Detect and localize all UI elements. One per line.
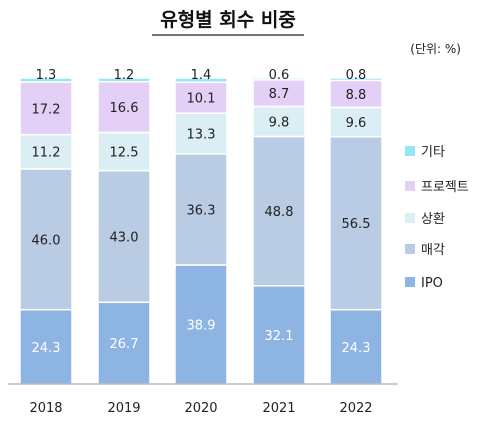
x-tick-label: 2021 xyxy=(262,401,295,416)
bar-segment xyxy=(252,79,306,108)
data-label: 38.9 xyxy=(187,318,216,333)
bar-segment xyxy=(19,81,73,136)
bar-segment xyxy=(329,79,383,109)
bar-segment xyxy=(174,264,228,385)
data-label: 1.3 xyxy=(36,68,57,83)
data-label: 24.3 xyxy=(342,341,371,356)
bar-segment xyxy=(174,81,228,114)
chart-title: 유형별 회수 비중 xyxy=(160,9,296,31)
legend-label: 매각 xyxy=(421,243,445,258)
data-label: 0.8 xyxy=(346,68,367,83)
data-label: 1.2 xyxy=(114,68,135,83)
x-axis-ticks: 2018 2019 2020 2021 2022 xyxy=(29,401,372,416)
data-label: 24.3 xyxy=(32,341,61,356)
bar-segment xyxy=(174,77,228,84)
legend-swatch xyxy=(405,181,415,191)
data-label: 12.5 xyxy=(110,146,139,161)
data-label: 17.2 xyxy=(32,102,61,117)
legend-label: 상환 xyxy=(421,212,445,227)
data-label: 32.1 xyxy=(265,329,294,344)
data-label: 9.8 xyxy=(269,115,290,130)
data-label: 43.0 xyxy=(110,231,139,246)
data-label: 48.8 xyxy=(265,205,294,220)
bar-segment xyxy=(174,153,228,266)
legend-label: 기타 xyxy=(421,145,445,160)
bar-segment xyxy=(329,106,383,138)
x-tick-label: 2019 xyxy=(107,401,140,416)
x-tick-label: 2022 xyxy=(339,401,372,416)
legend-swatch xyxy=(405,146,415,156)
bar-segment xyxy=(97,77,151,83)
legend-label: 프로젝트 xyxy=(421,180,469,195)
data-label: 11.2 xyxy=(32,146,61,161)
bar-segment xyxy=(97,301,151,385)
x-tick-label: 2020 xyxy=(184,401,217,416)
bar-segment xyxy=(329,308,383,385)
bar-segment xyxy=(252,77,306,81)
data-label: 8.8 xyxy=(346,88,367,103)
bar-segment xyxy=(97,131,151,172)
bar-segment xyxy=(97,169,151,304)
data-label: 8.7 xyxy=(269,87,290,102)
legend-swatch xyxy=(405,244,415,254)
bar-segment xyxy=(329,136,383,311)
bar-segment xyxy=(97,80,151,134)
bar-segment xyxy=(252,105,306,138)
data-label: 46.0 xyxy=(32,233,61,248)
bar-segment xyxy=(19,168,73,311)
data-label: 13.3 xyxy=(187,128,216,143)
x-tick-label: 2018 xyxy=(29,401,62,416)
data-label: 16.6 xyxy=(110,101,139,116)
legend-label: IPO xyxy=(421,276,443,291)
bar-segment xyxy=(252,135,306,287)
bar-segment xyxy=(252,285,306,385)
data-label: 56.5 xyxy=(342,217,371,232)
data-label: 9.6 xyxy=(346,116,367,131)
bar-segment xyxy=(329,77,383,82)
unit-label: (단위: %) xyxy=(410,42,461,56)
data-label: 0.6 xyxy=(269,68,290,83)
legend-swatch xyxy=(405,277,415,287)
data-label: 26.7 xyxy=(110,337,139,352)
data-label: 36.3 xyxy=(187,203,216,218)
bars-group: 24.3 46.0 11.2 17.2 1.3 26.7 43.0 12.5 16.6 1.2 38… xyxy=(19,68,383,385)
legend-swatch xyxy=(405,213,415,223)
bar-segment xyxy=(19,77,73,83)
data-label: 10.1 xyxy=(187,92,216,107)
bar-segment xyxy=(174,112,228,155)
data-label: 1.4 xyxy=(191,68,212,83)
